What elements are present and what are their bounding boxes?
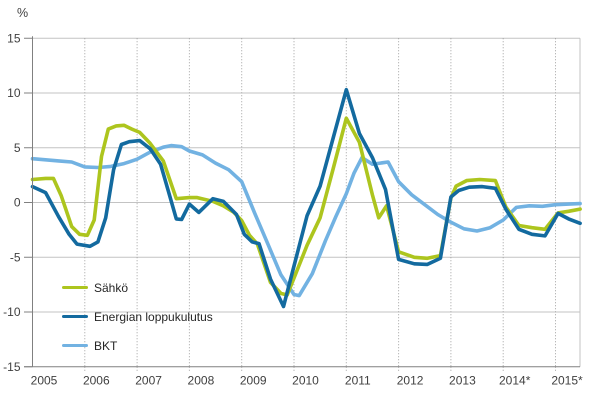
y-tick-label--10: -10 (3, 305, 21, 319)
x-tick-label-2012: 2012 (397, 373, 424, 387)
y-tick-label-0: 0 (14, 196, 21, 210)
y-tick-label--5: -5 (10, 250, 21, 264)
y-tick-label-10: 10 (7, 86, 21, 100)
x-tick-label-2006: 2006 (83, 373, 110, 387)
x-tick-label-2009: 2009 (240, 373, 267, 387)
x-tick-label-2013: 2013 (449, 373, 476, 387)
y-tick-label--15: -15 (3, 360, 21, 374)
series-line-bkt (30, 143, 582, 298)
series-line-energia (30, 87, 582, 309)
x-tick-label-2015: 2015* (551, 373, 583, 387)
x-tick-label-2008: 2008 (188, 373, 215, 387)
y-tick-label-15: 15 (7, 31, 21, 45)
x-tick-label-2010: 2010 (292, 373, 319, 387)
series-line-sahko (30, 116, 582, 297)
x-tick-label-2011: 2011 (345, 373, 371, 387)
x-tick-label-2014: 2014* (499, 373, 531, 387)
y-tick-label-5: 5 (14, 141, 21, 155)
x-tick-label-2005: 2005 (31, 373, 58, 387)
x-tick-label-2007: 2007 (135, 373, 162, 387)
y-axis-unit-label: % (17, 6, 29, 20)
